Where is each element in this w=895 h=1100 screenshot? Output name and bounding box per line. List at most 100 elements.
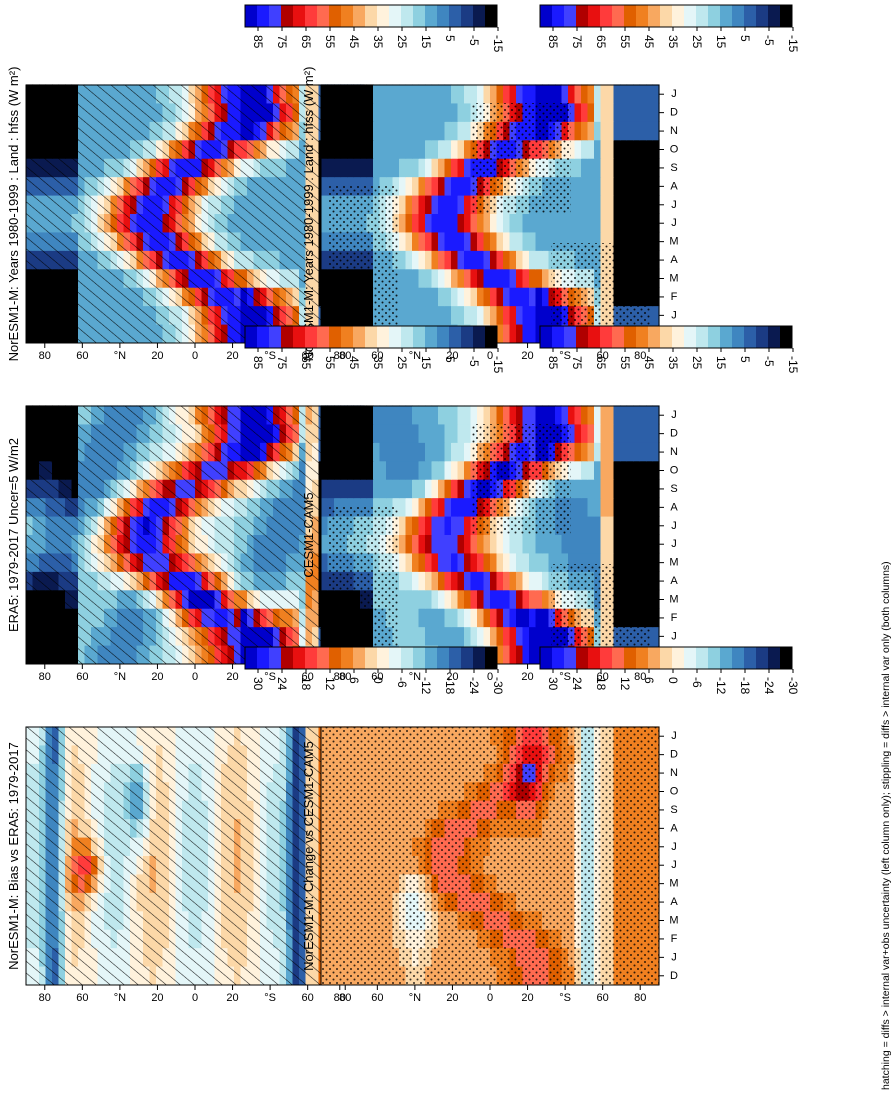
month-tick-label: O [670, 465, 679, 477]
heatmap-cell [399, 102, 407, 122]
heatmap-cell [639, 479, 647, 499]
heatmap-cell [327, 405, 335, 425]
heatmap-cell [360, 158, 368, 178]
heatmap-cell [438, 497, 446, 517]
heatmap-cell [353, 102, 361, 122]
heatmap-cell [425, 250, 433, 270]
heatmap-cell [509, 571, 517, 591]
colorbar-label: 65 [594, 356, 608, 370]
heatmap-cell [353, 460, 361, 480]
heatmap-cell [438, 213, 446, 233]
colorbar-clim: 85 75 65 55 45 35 25 15 5 -5 -15 [244, 4, 505, 53]
heatmap-cell [581, 139, 589, 159]
heatmap-cell [581, 405, 589, 425]
heatmap-cell [379, 423, 387, 443]
hatching-overlay [26, 85, 364, 343]
heatmap-cell [620, 84, 628, 104]
heatmap-cell [334, 139, 342, 159]
heatmap-cell [418, 442, 426, 462]
heatmap-cell [373, 84, 381, 104]
heatmap-cell [347, 158, 355, 178]
heatmap-cell [633, 139, 641, 159]
lat-tick-label: °S [264, 671, 276, 683]
heatmap-cell [399, 515, 407, 535]
heatmap-cell [626, 213, 634, 233]
heatmap-cell [516, 250, 524, 270]
heatmap-cell [425, 287, 433, 307]
heatmap-cell [477, 250, 485, 270]
colorbar-label: 30 [251, 677, 265, 691]
heatmap-cell [425, 515, 433, 535]
heatmap-cell [399, 287, 407, 307]
heatmap-cell [464, 515, 472, 535]
colorbar-swatch [768, 326, 781, 348]
month-tick-label: S [670, 162, 677, 174]
heatmap-cell [607, 158, 615, 178]
heatmap-cell [620, 121, 628, 141]
heatmap-cell [334, 460, 342, 480]
heatmap-cell [431, 405, 439, 425]
month-tick-label: A [670, 822, 678, 834]
heatmap-cell [633, 158, 641, 178]
heatmap-cell [386, 102, 394, 122]
colorbar-swatch [305, 326, 318, 348]
heatmap-cell [464, 497, 472, 517]
heatmap-cell [613, 102, 621, 122]
heatmap-cell [444, 497, 452, 517]
heatmap-cell [431, 139, 439, 159]
heatmap-cell [568, 213, 576, 233]
heatmap-cell [490, 268, 498, 288]
panel-title: NorESM1-M: Years 1980-1999 : Land : hfss… [6, 67, 21, 362]
heatmap-cell [405, 305, 413, 325]
heatmap-cell [613, 405, 621, 425]
heatmap-cell [379, 121, 387, 141]
colorbar-swatch [329, 5, 342, 27]
heatmap-cell [327, 423, 335, 443]
heatmap-cell [438, 589, 446, 609]
heatmap-cell [438, 84, 446, 104]
heatmap-cell [418, 139, 426, 159]
colorbar-label: 12 [618, 677, 632, 691]
heatmap-cell [620, 497, 628, 517]
heatmap-cell [646, 176, 654, 196]
heatmap-cell [405, 231, 413, 251]
month-tick-label: O [670, 144, 679, 156]
heatmap-cell [464, 176, 472, 196]
heatmap-cell [633, 515, 641, 535]
heatmap-cell [438, 158, 446, 178]
heatmap-cell [392, 84, 400, 104]
heatmap-cell [438, 479, 446, 499]
colorbar-swatch [473, 5, 486, 27]
colorbar-swatch [257, 5, 270, 27]
lat-tick-label: 20 [226, 992, 238, 1004]
heatmap-cell [431, 608, 439, 628]
heatmap-cell [594, 479, 602, 499]
heatmap-cell [405, 497, 413, 517]
heatmap-cell [607, 405, 615, 425]
heatmap-cell [490, 213, 498, 233]
heatmap-cell [438, 571, 446, 591]
heatmap-cell [542, 405, 550, 425]
colorbar-swatch [353, 326, 366, 348]
heatmap-cell [516, 268, 524, 288]
heatmap-cell [548, 534, 556, 554]
heatmap-cell [418, 608, 426, 628]
heatmap-cell [418, 552, 426, 572]
heatmap-cell [613, 534, 621, 554]
heatmap-cell [438, 102, 446, 122]
heatmap-cell [574, 176, 582, 196]
heatmap-cell [418, 102, 426, 122]
heatmap-cell [379, 442, 387, 462]
heatmap-cell [620, 139, 628, 159]
heatmap-cell [503, 305, 511, 325]
heatmap-cell [451, 589, 459, 609]
heatmap-cell [535, 250, 543, 270]
heatmap-cell [399, 268, 407, 288]
heatmap-cell [418, 626, 426, 646]
heatmap-cell [503, 231, 511, 251]
heatmap-cell [509, 405, 517, 425]
heatmap-cell [477, 571, 485, 591]
heatmap-cell [464, 250, 472, 270]
colorbar-label: 55 [323, 35, 337, 49]
heatmap-cell [561, 84, 569, 104]
